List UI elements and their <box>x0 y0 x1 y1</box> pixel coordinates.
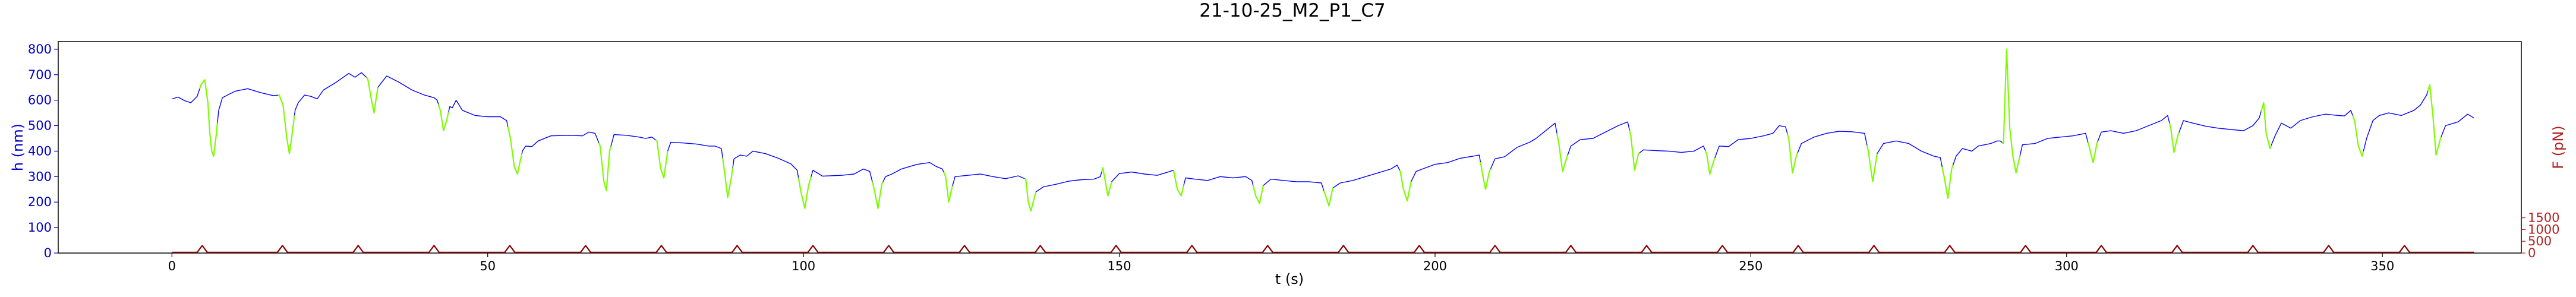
approach-segment-19 <box>1629 130 1640 171</box>
y-left-tick-label-500: 500 <box>28 119 52 133</box>
y-right-tick-label-500: 500 <box>2528 234 2552 248</box>
approach-segment-26 <box>2168 123 2180 153</box>
height-line <box>172 49 2474 211</box>
y-axis-left-title: h (nm) <box>10 124 26 171</box>
approach-segment-7 <box>722 157 734 198</box>
approach-segment-17 <box>1480 162 1492 190</box>
height-trace <box>172 49 2474 211</box>
y-left-tick-label-800: 800 <box>28 42 52 56</box>
y-axis-left: 0 100 200 300 400 500 600 700 800 <box>28 42 58 260</box>
plot-area <box>58 41 2522 254</box>
approach-segment-22 <box>1866 145 1878 182</box>
approach-segment-0 <box>199 79 218 157</box>
approach-segment-9 <box>871 181 884 209</box>
x-axis: 0 50 100 150 200 250 300 350 <box>168 253 2394 273</box>
y-left-tick-label-100: 100 <box>28 220 52 235</box>
y-left-tick-label-400: 400 <box>28 144 52 158</box>
approach-segment-6 <box>655 139 669 179</box>
x-tick-label-0: 0 <box>168 259 176 273</box>
approach-segment-20 <box>1704 150 1716 175</box>
y-left-tick-label-700: 700 <box>28 68 52 82</box>
approach-segment-10 <box>943 172 954 203</box>
approach-segment-3 <box>437 104 449 132</box>
x-tick-label-150: 150 <box>1107 259 1131 273</box>
x-tick-label-250: 250 <box>1739 259 1762 273</box>
approach-segment-25 <box>2087 141 2098 163</box>
x-tick-label-350: 350 <box>2370 259 2394 273</box>
y-right-tick-label-0: 0 <box>2528 246 2536 260</box>
approach-segment-11 <box>1024 178 1037 212</box>
force-line <box>172 245 2474 253</box>
y-left-tick-label-600: 600 <box>28 93 52 108</box>
chart-title: 21-10-25_M2_P1_C7 <box>1199 0 1385 21</box>
approach-segment-8 <box>797 176 812 209</box>
y-left-tick-label-300: 300 <box>28 169 52 184</box>
approach-segment-21 <box>1786 134 1799 173</box>
x-tick-label-200: 200 <box>1423 259 1447 273</box>
plot-frame <box>58 41 2522 254</box>
approach-segment-24 <box>2001 48 2021 173</box>
x-tick-label-50: 50 <box>480 259 496 273</box>
x-tick-label-300: 300 <box>2055 259 2079 273</box>
approach-segment-1 <box>278 94 295 154</box>
approach-segment-5 <box>598 143 612 191</box>
force-trace <box>172 245 2474 253</box>
y-axis-right-title: F (pN) <box>2550 125 2566 169</box>
approach-segment-4 <box>507 126 523 175</box>
approach-segments <box>199 48 2442 212</box>
y-left-tick-label-200: 200 <box>28 195 52 209</box>
approach-segment-2 <box>365 77 379 114</box>
y-right-tick-label-1500: 1500 <box>2528 211 2559 225</box>
approach-segment-29 <box>2427 84 2442 156</box>
approach-segment-23 <box>1941 165 1954 199</box>
x-tick-label-100: 100 <box>792 259 815 273</box>
approach-segment-13 <box>1172 170 1184 197</box>
approach-segment-18 <box>1556 133 1569 172</box>
approach-segment-16 <box>1399 170 1412 202</box>
x-axis-title: t (s) <box>1275 271 1304 287</box>
approach-segment-15 <box>1323 187 1334 207</box>
y-right-tick-label-1000: 1000 <box>2528 222 2559 236</box>
y-left-tick-label-0: 0 <box>44 246 52 260</box>
approach-segment-12 <box>1101 167 1112 197</box>
approach-segment-27 <box>2260 102 2272 150</box>
approach-segment-28 <box>2352 115 2364 157</box>
approach-segment-14 <box>1252 185 1264 204</box>
